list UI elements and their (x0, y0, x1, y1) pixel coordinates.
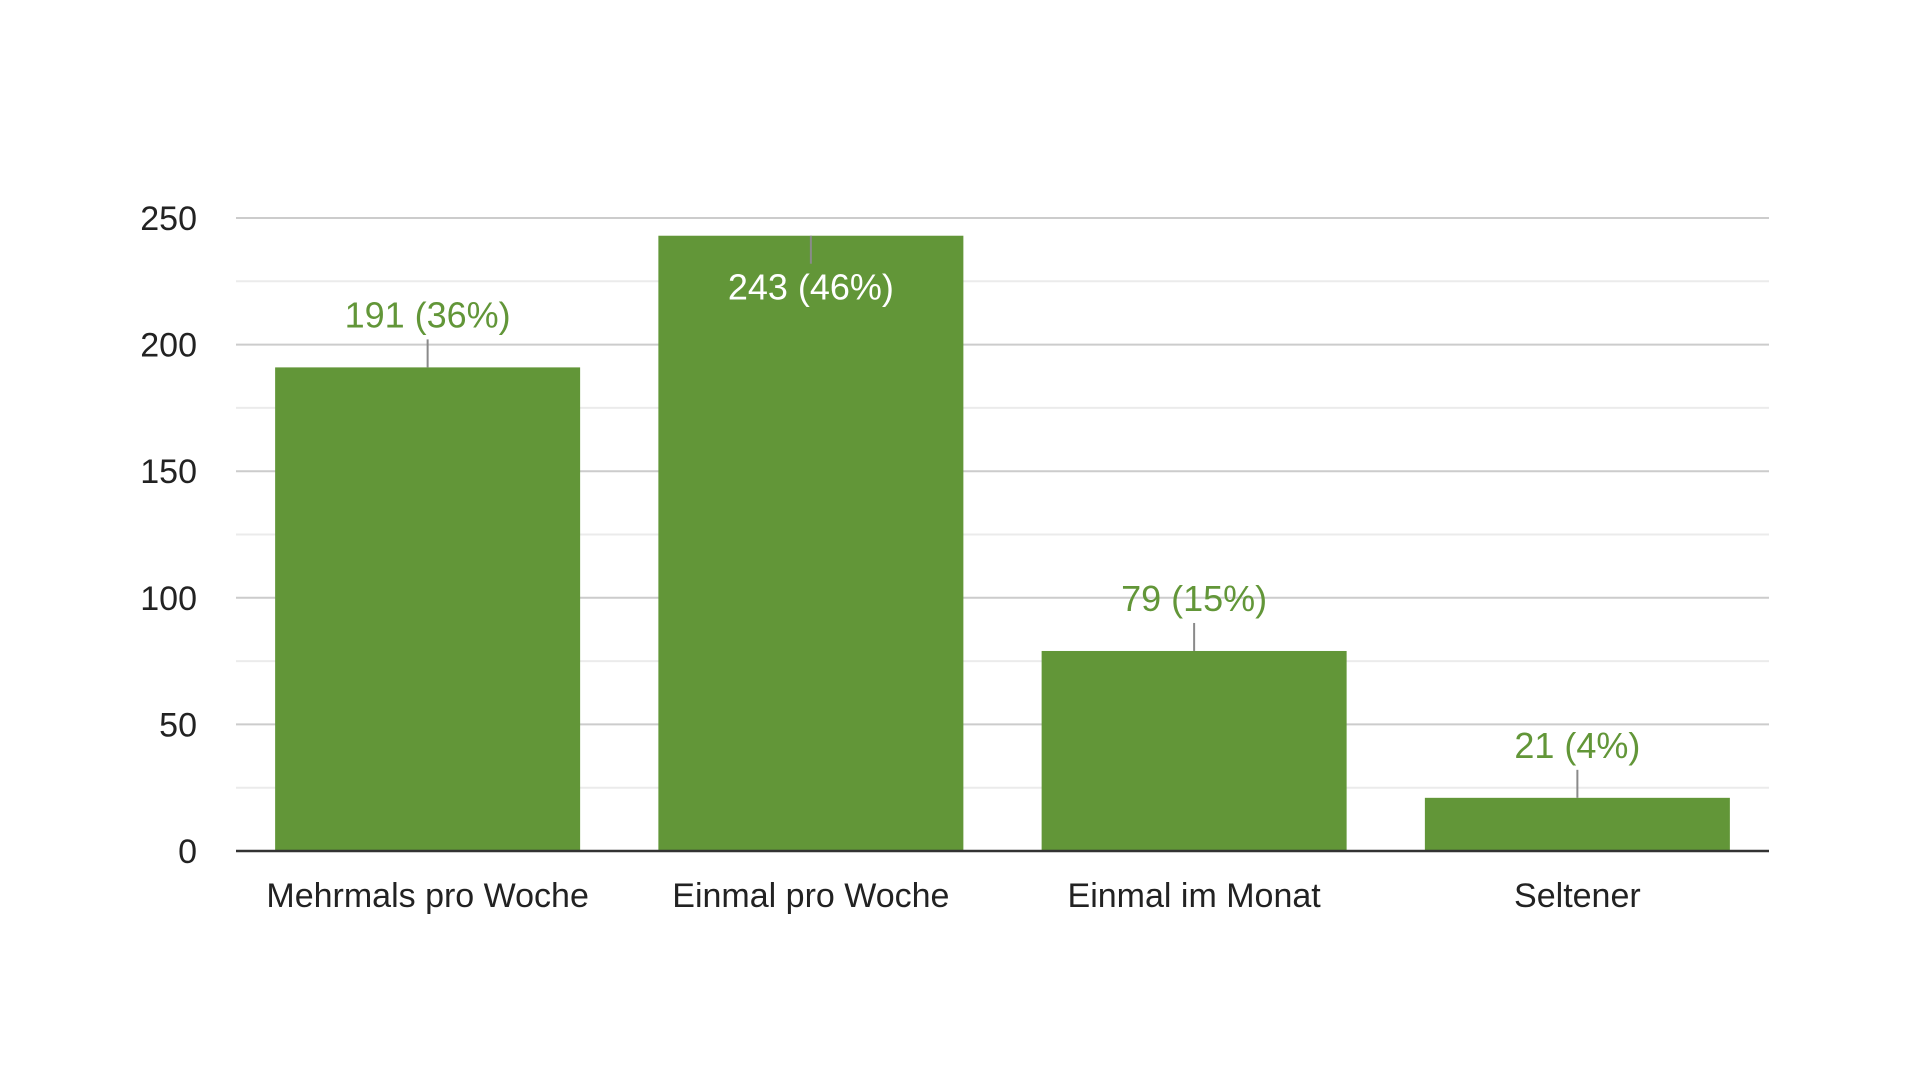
y-tick-label: 0 (178, 833, 197, 871)
data-label: 243 (46%) (728, 267, 894, 308)
data-label: 191 (36%) (345, 294, 511, 335)
x-tick-label: Mehrmals pro Woche (266, 877, 589, 915)
bar (1424, 797, 1730, 851)
y-axis-tick-labels: 0 50 100 150 200 250 (140, 200, 197, 871)
bar (1041, 650, 1347, 851)
bar (658, 235, 964, 851)
x-tick-label: Einmal pro Woche (672, 877, 949, 915)
label-connectors (426, 235, 1579, 798)
x-axis-category-labels: Mehrmals pro Woche Einmal pro Woche Einmal… (266, 877, 1640, 915)
data-label: 79 (15%) (1121, 578, 1267, 619)
data-label: 21 (4%) (1514, 725, 1640, 766)
bars (275, 235, 1730, 851)
data-labels: 191 (36%) 243 (46%) 79 (15%) 21 (4%) (345, 266, 1641, 766)
x-tick-label: Einmal im Monat (1068, 877, 1322, 915)
y-tick-label: 150 (140, 453, 197, 491)
x-tick-label: Seltener (1514, 877, 1641, 915)
bar (275, 367, 581, 851)
y-tick-label: 200 (140, 327, 197, 365)
y-tick-label: 250 (140, 200, 197, 238)
y-tick-label: 50 (159, 706, 197, 744)
y-tick-label: 100 (140, 580, 197, 618)
